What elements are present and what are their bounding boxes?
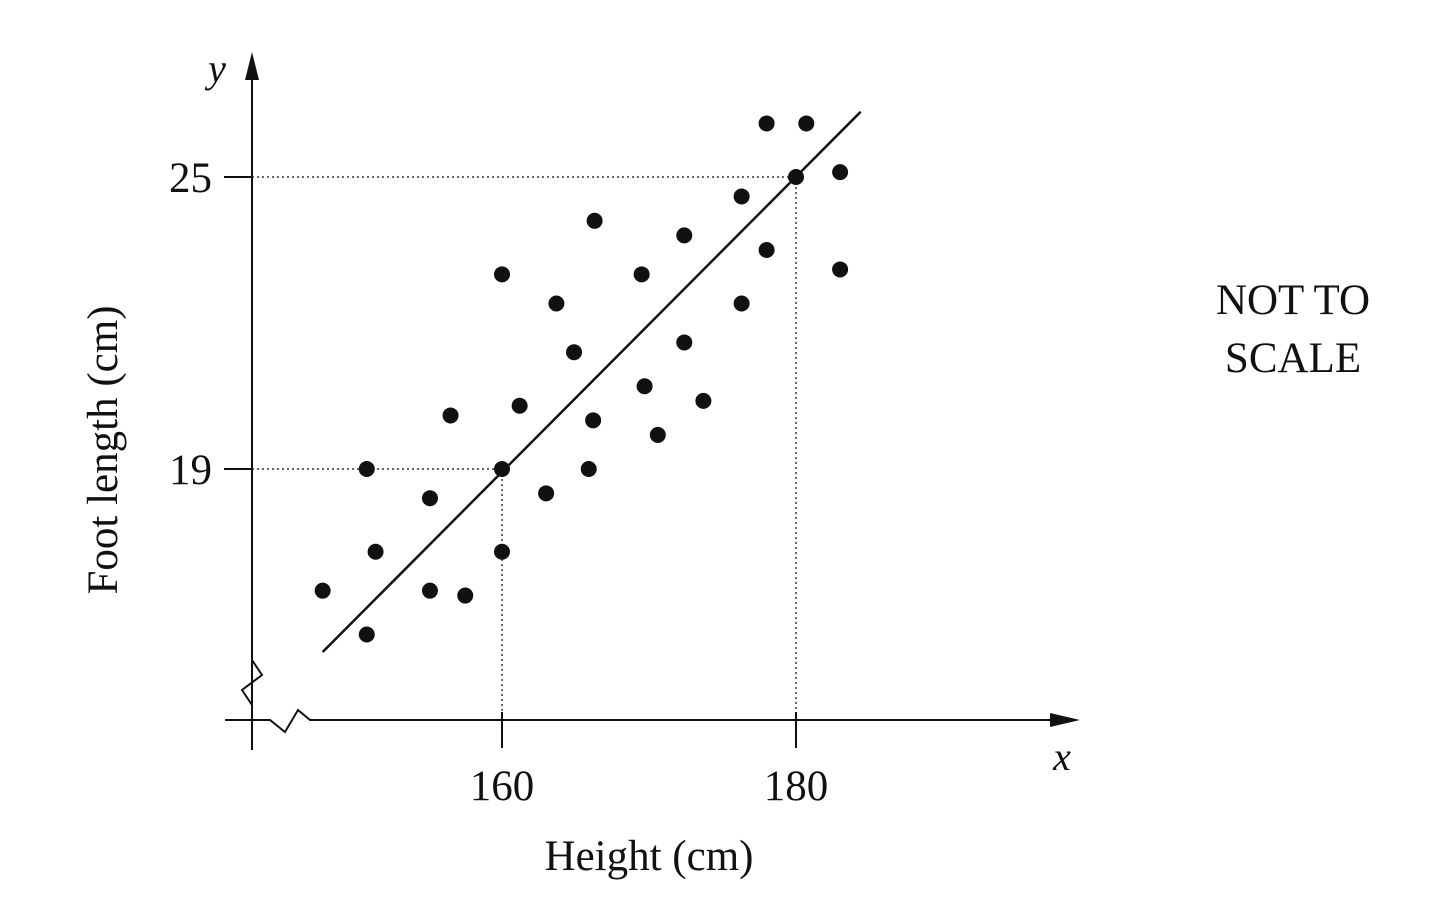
- data-point: [788, 168, 804, 185]
- data-point: [676, 334, 693, 351]
- data-point: [580, 461, 597, 477]
- x-axis-label: Height (cm): [545, 833, 754, 880]
- data-point: [832, 164, 849, 181]
- data-point: [442, 407, 459, 424]
- data-point: [832, 261, 849, 278]
- data-point: [494, 461, 510, 477]
- x-axis-arrow: [1050, 713, 1080, 727]
- data-point: [586, 212, 603, 229]
- data-point: [494, 543, 510, 560]
- line-of-best-fit: [321, 110, 862, 653]
- tick-labels: 160 180 19 25: [169, 155, 828, 810]
- axes: [224, 52, 1080, 750]
- note-line-2: SCALE: [1224, 335, 1362, 382]
- y-tick-label: 19: [169, 447, 212, 494]
- data-point: [758, 115, 775, 132]
- data-point: [733, 188, 750, 205]
- data-point: [367, 543, 384, 560]
- data-point: [758, 241, 775, 258]
- data-point: [636, 378, 653, 395]
- data-points: [314, 115, 849, 643]
- data-point: [676, 227, 693, 244]
- data-point: [538, 485, 555, 502]
- y-tick-label: 25: [169, 155, 212, 202]
- y-axis-arrow: [245, 52, 259, 80]
- y-axis-label: Foot length (cm): [80, 305, 127, 594]
- not-to-scale-note: NOT TO SCALE: [1180, 272, 1406, 388]
- y-axis-symbol: y: [204, 46, 226, 91]
- data-point: [421, 490, 438, 507]
- x-tick-label: 180: [764, 763, 829, 810]
- data-point: [633, 266, 650, 283]
- data-point: [585, 412, 602, 429]
- data-point: [358, 461, 375, 477]
- data-point: [511, 397, 528, 414]
- note-line-1: NOT TO: [1215, 277, 1371, 324]
- data-point: [733, 295, 750, 312]
- data-point: [798, 115, 815, 132]
- x-axis-symbol: x: [1052, 734, 1071, 779]
- y-axis-lower: [240, 656, 264, 750]
- data-point: [566, 344, 583, 361]
- reference-lines: [252, 176, 797, 720]
- data-point: [457, 587, 474, 604]
- data-point: [314, 582, 331, 599]
- data-point: [695, 392, 712, 409]
- data-point: [548, 295, 565, 312]
- data-point: [421, 582, 438, 599]
- x-axis: [225, 708, 1055, 734]
- data-point: [649, 426, 666, 443]
- data-point: [494, 266, 510, 283]
- x-tick-label: 160: [470, 763, 535, 810]
- data-point: [358, 626, 375, 643]
